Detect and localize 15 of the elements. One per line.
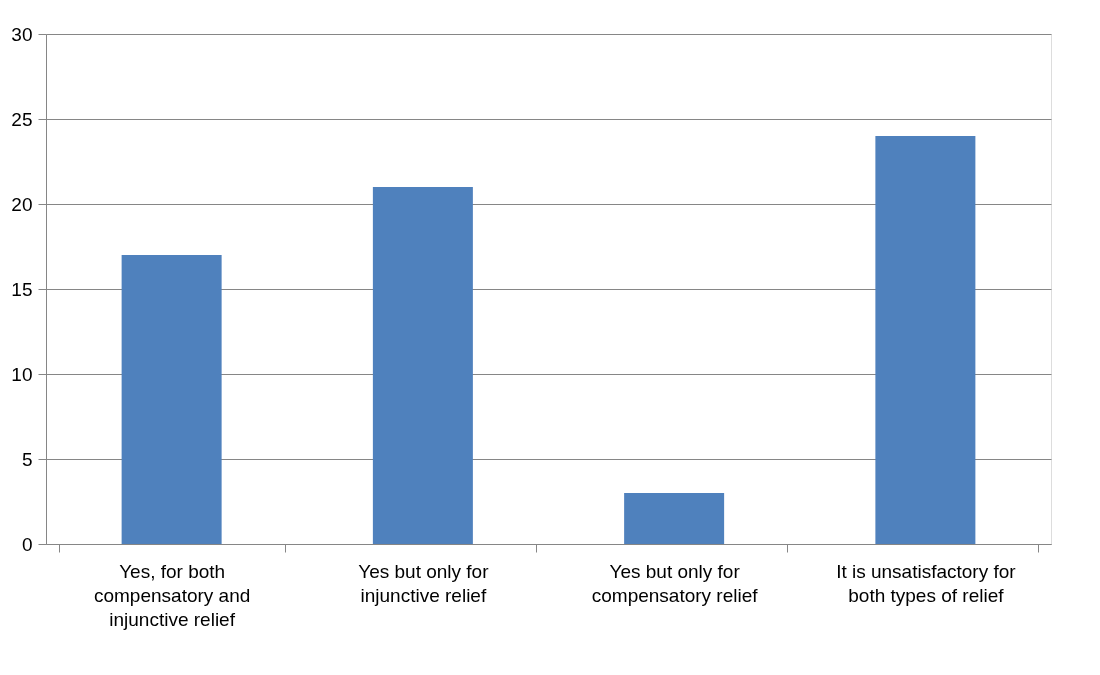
x-tick-label: Yes but only for compensatory relief xyxy=(591,560,759,606)
bar xyxy=(372,187,473,544)
y-tick-label: 0 xyxy=(21,533,33,555)
bar xyxy=(121,255,222,544)
y-tick-label: 15 xyxy=(11,278,33,300)
y-tick-label: 20 xyxy=(11,193,33,215)
y-tick-label: 10 xyxy=(11,363,33,385)
y-tick-label: 30 xyxy=(11,23,33,45)
x-tick-label: It is unsatisfactory for both types of relief xyxy=(836,560,1017,606)
bar xyxy=(875,136,976,544)
y-tick-label: 5 xyxy=(21,448,33,470)
x-tick-label: Yes but only for injunctive relief xyxy=(358,560,490,606)
x-tick-label: Yes, for both compensatory and injunctive relief xyxy=(93,560,251,630)
bar xyxy=(624,493,725,544)
y-tick-label: 25 xyxy=(11,108,33,130)
